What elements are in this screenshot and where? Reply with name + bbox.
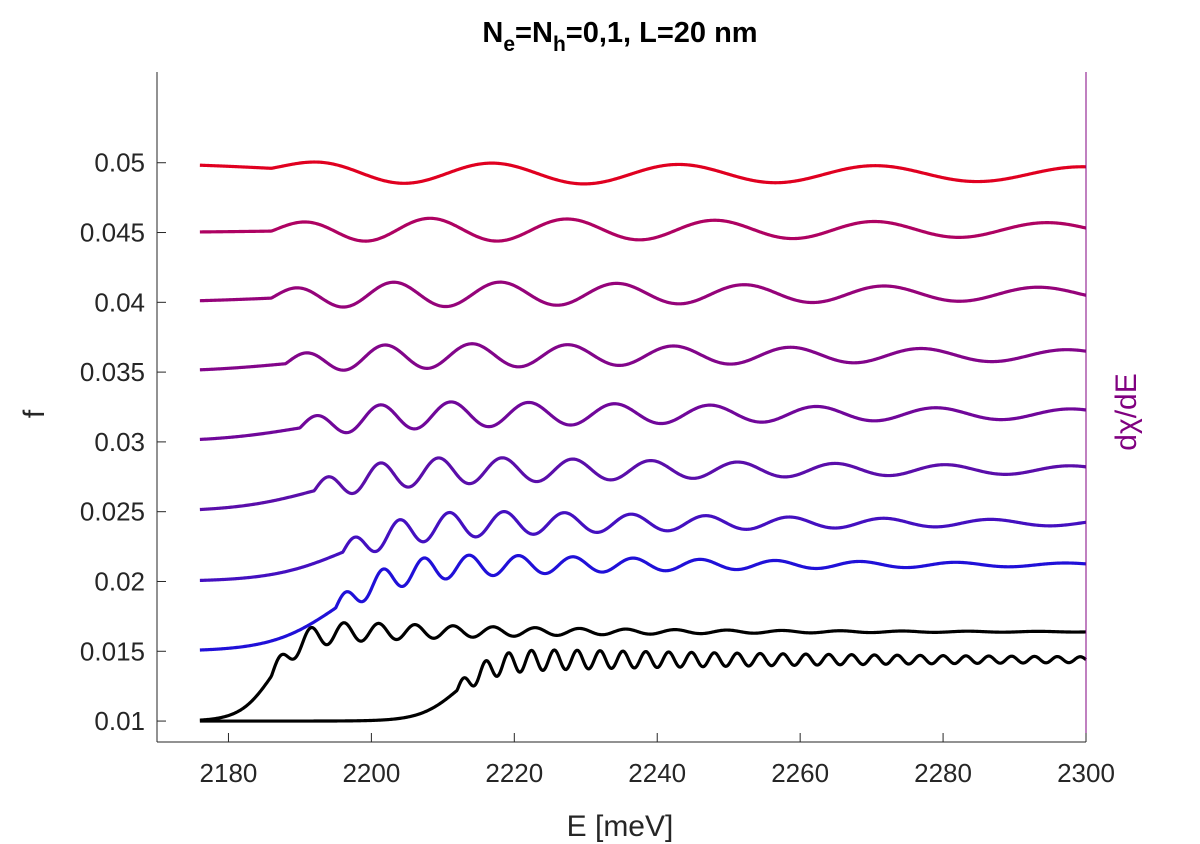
x-tick-label: 2260 [771, 758, 829, 788]
series-line-0 [199, 648, 1087, 723]
y-tick-label: 0.045 [80, 218, 145, 248]
ticks-layer: 2180 2200 2220 2240 2260 2280 2300 0.01 0.015 0.0… [80, 148, 1115, 788]
y-tick-label: 0.05 [94, 148, 145, 178]
title-n-eq: =N [515, 17, 553, 49]
x-tick-label: 2200 [342, 758, 400, 788]
axes-layer [156, 72, 1087, 743]
series-line-3 [199, 509, 1087, 583]
y-tick-label: 0.01 [94, 706, 145, 736]
series-layer [199, 160, 1087, 723]
series-line-9 [199, 160, 1087, 186]
chart-title: Ne=Nh=0,1, L=20 nm [482, 17, 757, 56]
x-axis-label: E [meV] [567, 810, 674, 843]
y-tick-label: 0.015 [80, 636, 145, 666]
y-tick-label: 0.035 [80, 357, 145, 387]
title-rest: =0,1, L=20 nm [566, 17, 758, 49]
x-tick-label: 2220 [485, 758, 543, 788]
y-tick-label: 0.02 [94, 566, 145, 596]
y-tick-label: 0.025 [80, 497, 145, 527]
series-line-6 [199, 342, 1087, 372]
title-sub-h: h [553, 33, 566, 56]
title-sub-e: e [503, 33, 515, 56]
y-axis-label: f [18, 409, 51, 418]
x-tick-label: 2280 [914, 758, 972, 788]
series-line-2 [199, 553, 1087, 652]
y-tick-label: 0.03 [94, 427, 145, 457]
x-tick-label: 2300 [1057, 758, 1115, 788]
x-tick-label: 2180 [200, 758, 258, 788]
title-n-main: N [482, 17, 503, 49]
series-line-8 [199, 216, 1087, 243]
right-axis-label: dχ/dE [1110, 373, 1143, 450]
series-line-4 [199, 456, 1087, 512]
series-line-7 [199, 280, 1087, 309]
y-tick-label: 0.04 [94, 287, 145, 317]
series-line-5 [199, 400, 1087, 442]
series-line-1 [199, 621, 1087, 722]
x-tick-label: 2240 [628, 758, 686, 788]
